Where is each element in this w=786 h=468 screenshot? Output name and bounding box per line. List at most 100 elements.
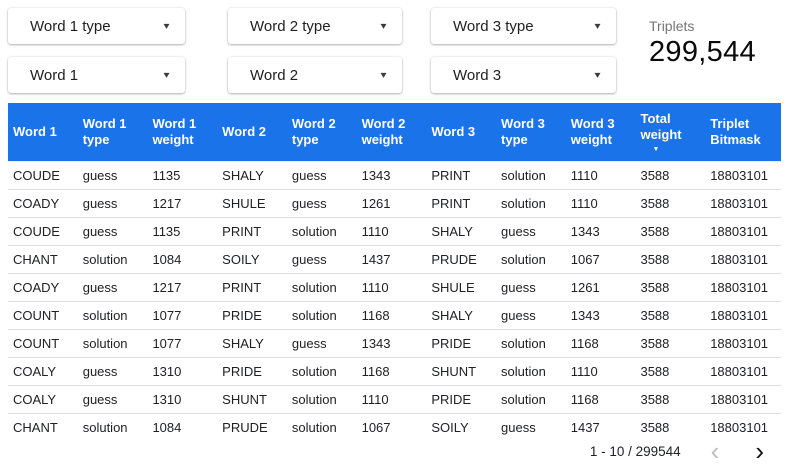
column-header-label: Triplet Bitmask	[710, 115, 761, 147]
table-cell: COADY	[8, 273, 78, 302]
table-cell: 1110	[356, 385, 427, 414]
dropdown-label: Word 1 type	[30, 17, 111, 35]
table-cell: SHULE	[217, 189, 287, 218]
column-header[interactable]: Word 2 type	[286, 103, 357, 161]
table-cell: 1261	[356, 189, 427, 218]
scorecard-label: Triplets	[649, 18, 695, 34]
column-header-label: Word 2	[222, 123, 266, 139]
table-row: COUNT solution 1077 SHALY guess 1343 PRIDE solu…	[8, 329, 781, 358]
table-cell: solution	[496, 329, 566, 358]
column-header-label: Word 1	[13, 123, 57, 139]
column-header[interactable]: Word 3	[426, 103, 497, 161]
word-2-filter-dropdown[interactable]: Word 2 ▾	[228, 57, 402, 93]
table-cell: guess	[496, 413, 566, 441]
table-cell: 1077	[147, 329, 218, 358]
table-cell: 18803101	[705, 357, 781, 386]
column-header-label: Word 2 weight	[361, 115, 406, 147]
table-cell: 1067	[356, 413, 427, 441]
chevron-down-icon: ▾	[163, 69, 170, 81]
table-cell: guess	[286, 160, 357, 190]
table-cell: guess	[496, 217, 566, 246]
table-cell: PRINT	[217, 273, 287, 302]
table-cell: solution	[77, 413, 148, 441]
table-cell: PRINT	[217, 217, 287, 246]
table-row: CHANT solution 1084 SOILY guess 1437 PRUDE solu…	[8, 245, 781, 274]
table-cell: solution	[77, 301, 148, 330]
table-row: COUDE guess 1135 PRINT solution 1110 SHALY gues…	[8, 217, 781, 246]
table-cell: solution	[496, 385, 566, 414]
word-3-filter-dropdown[interactable]: Word 3 ▾	[431, 57, 616, 93]
table-cell: 1310	[147, 385, 218, 414]
table-cell: 1343	[356, 160, 427, 190]
table-cell: SHUNT	[426, 357, 497, 386]
table-cell: 1168	[356, 301, 427, 330]
column-header[interactable]: Triplet Bitmask	[705, 103, 781, 161]
table-cell: 1168	[565, 329, 636, 358]
table-cell: guess	[286, 329, 357, 358]
table-cell: guess	[496, 301, 566, 330]
table-row: COUNT solution 1077 PRIDE solution 1168 SHALY g…	[8, 301, 781, 330]
table-cell: solution	[496, 189, 566, 218]
dropdown-label: Word 3	[453, 66, 502, 84]
table-cell: PRIDE	[217, 301, 287, 330]
table-cell: COUDE	[8, 160, 78, 190]
table-cell: SHALY	[426, 301, 497, 330]
column-header-label: Total weight	[640, 110, 682, 142]
table-cell: COALY	[8, 385, 78, 414]
table-cell: 3588	[635, 329, 706, 358]
table-row: COALY guess 1310 SHUNT solution 1110 PRIDE solu…	[8, 385, 781, 414]
table-cell: 18803101	[705, 245, 781, 274]
table-cell: 1077	[147, 301, 218, 330]
column-header[interactable]: Word 3 type	[496, 103, 566, 161]
previous-page-icon[interactable]: ‹	[710, 436, 720, 466]
table-cell: guess	[77, 160, 148, 190]
table-header-row: Word 1 Word 1 type Word 1 weight Word 2 Word…	[8, 103, 781, 161]
filter-column-2: Word 2 type ▾ Word 2 ▾	[228, 8, 402, 93]
word-2-type-filter-dropdown[interactable]: Word 2 type ▾	[228, 8, 402, 44]
table-cell: 1110	[565, 160, 636, 190]
table-cell: 3588	[635, 189, 706, 218]
table-cell: 1261	[565, 273, 636, 302]
column-header[interactable]: Word 1	[8, 103, 78, 161]
column-header[interactable]: Word 2	[217, 103, 287, 161]
table-cell: 1343	[565, 217, 636, 246]
filter-column-3: Word 3 type ▾ Word 3 ▾	[431, 8, 616, 93]
table-cell: 1437	[356, 245, 427, 274]
column-header[interactable]: Word 1 type	[77, 103, 148, 161]
triplets-table: Word 1 Word 1 type Word 1 weight Word 2 Word…	[8, 103, 781, 441]
column-header[interactable]: Word 3 weight	[565, 103, 636, 161]
column-header[interactable]: Word 2 weight	[356, 103, 427, 161]
pagination-range-label: 1 - 10 / 299544	[589, 443, 681, 459]
table-cell: 1310	[147, 357, 218, 386]
next-page-icon[interactable]: ›	[755, 436, 764, 466]
word-3-type-filter-dropdown[interactable]: Word 3 type ▾	[431, 8, 616, 44]
table-cell: 18803101	[705, 273, 781, 302]
chevron-down-icon: ▾	[380, 69, 387, 81]
table-cell: guess	[286, 245, 357, 274]
column-header[interactable]: Total weight ▼	[635, 103, 706, 161]
table-cell: COUDE	[8, 217, 78, 246]
table-cell: guess	[496, 273, 566, 302]
column-header-label: Word 1 type	[82, 115, 127, 147]
pagination-bar: 1 - 10 / 299544 ‹ ›	[0, 436, 786, 466]
table-cell: 1084	[147, 245, 218, 274]
table-cell: 1067	[565, 245, 636, 274]
table-cell: solution	[286, 217, 357, 246]
table-cell: 3588	[635, 217, 706, 246]
dropdown-label: Word 1	[30, 66, 79, 84]
table-cell: solution	[286, 301, 357, 330]
word-1-filter-dropdown[interactable]: Word 1 ▾	[8, 57, 185, 93]
table-cell: guess	[77, 189, 148, 218]
table-cell: guess	[77, 217, 148, 246]
column-header-label: Word 3	[431, 123, 476, 139]
word-1-type-filter-dropdown[interactable]: Word 1 type ▾	[8, 8, 185, 44]
table-cell: 1343	[356, 329, 427, 358]
table-cell: 3588	[635, 385, 706, 414]
chevron-down-icon: ▾	[594, 69, 601, 81]
table-cell: solution	[496, 357, 566, 386]
column-header-label: Word 1 weight	[152, 115, 197, 147]
table-cell: PRUDE	[217, 413, 287, 441]
table-cell: 18803101	[705, 385, 781, 414]
column-header[interactable]: Word 1 weight	[147, 103, 218, 161]
table-cell: guess	[286, 189, 357, 218]
